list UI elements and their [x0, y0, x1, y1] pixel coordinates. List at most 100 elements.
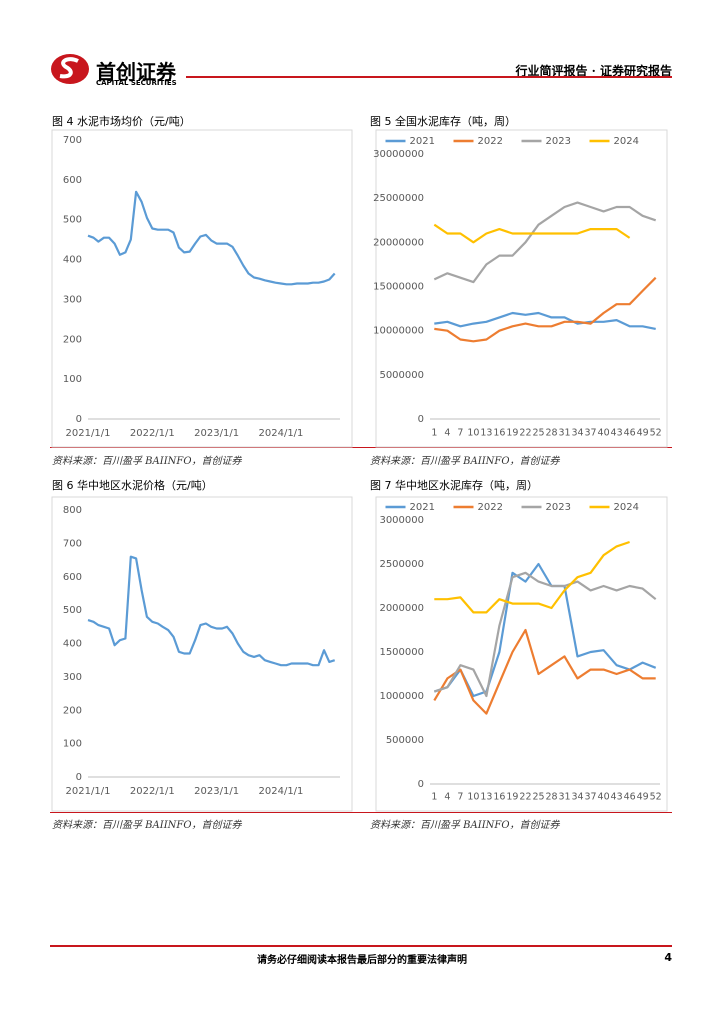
data-line: [87, 190, 336, 286]
x-tick-label: 52: [650, 428, 662, 439]
x-tick-label: 16: [493, 792, 505, 803]
x-tick-label: 40: [598, 428, 610, 439]
x-tick-label: 2023/1/1: [194, 428, 239, 439]
x-tick-label: 2021/1/1: [66, 786, 111, 797]
y-tick-label: 500000: [386, 735, 424, 746]
y-tick-label: 600: [63, 175, 82, 186]
y-tick-label: 700: [63, 135, 82, 146]
x-tick-label: 22: [519, 428, 531, 439]
y-tick-label: 600: [63, 572, 82, 583]
x-tick-label: 34: [572, 428, 584, 439]
legend-label: 2024: [614, 136, 639, 147]
y-tick-label: 400: [63, 639, 82, 650]
chart-frame: [51, 129, 353, 448]
logo-icon: [51, 54, 89, 84]
x-tick-label: 28: [545, 792, 557, 803]
chart-frame: [375, 129, 668, 448]
x-tick-label: 2024/1/1: [259, 428, 304, 439]
y-tick-label: 700: [63, 538, 82, 549]
y-tick-label: 0: [418, 779, 424, 790]
x-tick-label: 13: [480, 428, 492, 439]
source-note: 资料来源：百川盈孚 BAIINFO，首创证券: [52, 456, 242, 467]
y-tick-label: 1500000: [379, 647, 424, 658]
x-tick-label: 2024/1/1: [259, 786, 304, 797]
y-tick-label: 30000000: [373, 149, 424, 160]
x-tick-label: 46: [624, 792, 636, 803]
data-line: [433, 223, 631, 244]
x-tick-label: 22: [519, 792, 531, 803]
x-tick-label: 1: [431, 792, 437, 803]
brand-en: CAPITAL SECURITIES: [96, 79, 177, 87]
y-tick-label: 0: [76, 772, 82, 783]
source-note: 资料来源：百川盈孚 BAIINFO，首创证券: [370, 456, 560, 467]
data-line: [87, 555, 336, 667]
x-tick-label: 25: [532, 792, 544, 803]
report-type: 行业简评报告 · 证券研究报告: [515, 64, 672, 78]
figure-caption: 图 4 水泥市场均价（元/吨）: [52, 115, 191, 128]
x-tick-label: 16: [493, 428, 505, 439]
y-tick-label: 300: [63, 294, 82, 305]
x-tick-label: 49: [637, 428, 649, 439]
x-tick-label: 43: [611, 792, 623, 803]
x-tick-label: 40: [598, 792, 610, 803]
data-line: [433, 201, 657, 284]
figure-caption: 图 7 华中地区水泥库存（吨，周）: [370, 479, 538, 492]
x-tick-label: 46: [624, 428, 636, 439]
brand: 首创证券: [96, 60, 176, 84]
y-tick-label: 300: [63, 672, 82, 683]
legend-label: 2023: [546, 136, 571, 147]
x-tick-label: 10: [467, 792, 479, 803]
data-line: [433, 571, 657, 698]
y-tick-label: 400: [63, 255, 82, 266]
data-line: [434, 276, 657, 343]
x-tick-label: 52: [650, 792, 662, 803]
figure-caption: 图 5 全国水泥库存（吨，周）: [370, 115, 516, 128]
y-tick-label: 0: [76, 414, 82, 425]
x-tick-label: 19: [506, 428, 518, 439]
y-tick-label: 200: [63, 334, 82, 345]
rule: [50, 812, 672, 813]
y-tick-label: 25000000: [373, 193, 424, 204]
rule: [50, 447, 672, 448]
y-tick-label: 3000000: [379, 515, 424, 526]
page-number: 4: [664, 951, 672, 964]
x-tick-label: 2022/1/1: [130, 428, 175, 439]
x-tick-label: 49: [637, 792, 649, 803]
legend-label: 2021: [410, 502, 435, 513]
data-line: [434, 311, 656, 330]
data-line: [434, 540, 630, 614]
data-line: [433, 562, 657, 698]
x-tick-label: 7: [457, 792, 463, 803]
legend-label: 2021: [410, 136, 435, 147]
figure-caption: 图 6 华中地区水泥价格（元/吨）: [52, 479, 213, 492]
x-tick-label: 7: [457, 428, 463, 439]
y-tick-label: 200: [63, 705, 82, 716]
y-tick-label: 10000000: [373, 326, 424, 337]
legend-label: 2023: [546, 502, 571, 513]
x-tick-label: 31: [558, 792, 570, 803]
y-tick-label: 5000000: [379, 370, 424, 381]
y-tick-label: 800: [63, 505, 82, 516]
source-note: 资料来源：百川盈孚 BAIINFO，首创证券: [52, 820, 242, 831]
legend-label: 2022: [478, 502, 503, 513]
x-tick-label: 25: [532, 428, 544, 439]
y-tick-label: 2000000: [379, 603, 424, 614]
x-tick-label: 28: [545, 428, 557, 439]
y-tick-label: 500: [63, 605, 82, 616]
x-tick-label: 4: [444, 792, 450, 803]
x-tick-label: 2022/1/1: [130, 786, 175, 797]
x-tick-label: 13: [480, 792, 492, 803]
source-note: 资料来源：百川盈孚 BAIINFO，首创证券: [370, 820, 560, 831]
x-tick-label: 37: [585, 428, 597, 439]
y-tick-label: 15000000: [373, 282, 424, 293]
header-rule: [186, 76, 672, 78]
x-tick-label: 19: [506, 792, 518, 803]
y-tick-label: 100: [63, 374, 82, 385]
y-tick-label: 20000000: [373, 237, 424, 248]
disclaimer: 请务必仔细阅读本报告最后部分的重要法律声明: [257, 955, 467, 966]
y-tick-label: 2500000: [379, 559, 424, 570]
x-tick-label: 43: [611, 428, 623, 439]
y-tick-label: 1000000: [379, 691, 424, 702]
x-tick-label: 4: [444, 428, 450, 439]
